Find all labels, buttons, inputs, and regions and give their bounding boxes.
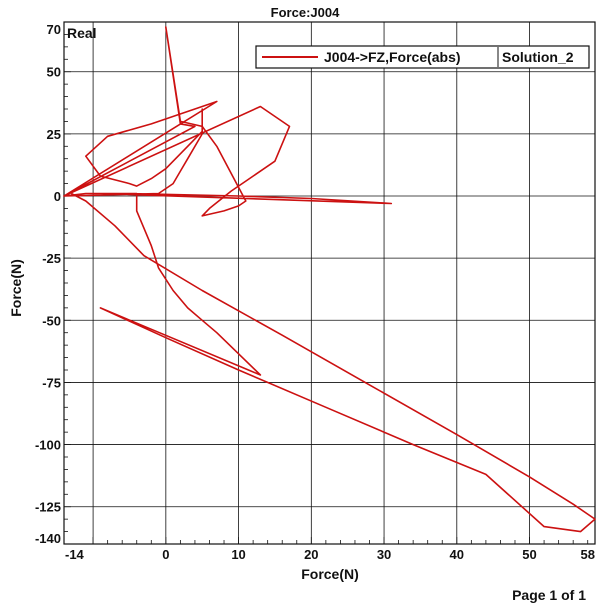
legend-series-name: J004->FZ,Force(abs) <box>324 49 461 65</box>
axis-ticks <box>64 34 589 544</box>
series-group <box>63 26 596 533</box>
y-axis-title: Force(N) <box>8 259 24 317</box>
chart-title: Force:J004 <box>271 5 340 20</box>
x-axis-title: Force(N) <box>301 566 359 582</box>
y-tick-label: -140 <box>35 531 61 546</box>
y-tick-label: -25 <box>42 251 61 266</box>
legend-solution-name: Solution_2 <box>502 49 574 65</box>
legend-box <box>255 45 590 69</box>
x-tick-label: 50 <box>522 547 536 562</box>
y-tick-label: 50 <box>47 65 61 80</box>
x-tick-label: 58 <box>580 547 594 562</box>
y-tick-label: 70 <box>47 22 61 37</box>
x-tick-label: 0 <box>162 547 169 562</box>
legend[interactable]: J004->FZ,Force(abs) Solution_2 <box>255 45 590 69</box>
x-tick-label: 30 <box>377 547 391 562</box>
y-tick-label: -75 <box>42 375 61 390</box>
plot-frame <box>63 21 596 545</box>
page-indicator: Page 1 of 1 <box>512 587 586 603</box>
series-line <box>63 26 596 533</box>
tick-labels: -14 0 10 20 30 40 50 587050250-25-50-75-100-125… <box>35 22 595 562</box>
x-tick-label: 10 <box>231 547 245 562</box>
x-tick-label: 40 <box>450 547 464 562</box>
grid <box>64 22 595 544</box>
y-tick-label: -125 <box>35 500 61 515</box>
y-tick-label: 0 <box>54 189 61 204</box>
y-tick-label: -100 <box>35 438 61 453</box>
y-tick-label: 25 <box>47 127 61 142</box>
corner-label: Real <box>67 25 97 41</box>
y-tick-label: -50 <box>42 313 61 328</box>
x-tick-label: -14 <box>65 547 85 562</box>
x-tick-label: 20 <box>304 547 318 562</box>
